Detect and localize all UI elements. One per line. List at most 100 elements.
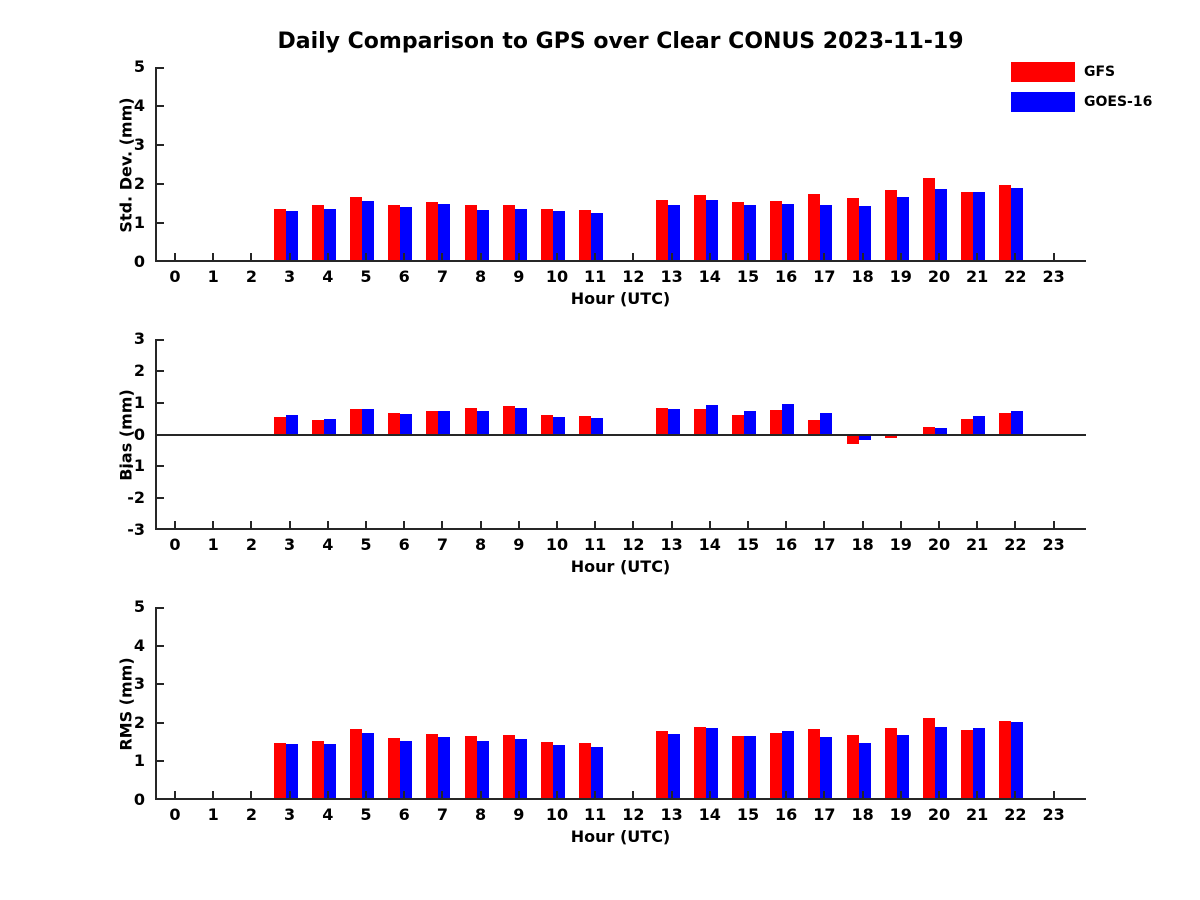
bar-gfs-hour-8 [464,408,477,435]
x-tick-label: 11 [584,535,607,554]
bar-gfs-hour-9 [502,205,515,262]
x-tick-label: 22 [1004,267,1027,286]
bar-goes-16-hour-11 [591,418,604,435]
x-tick-label: 8 [475,535,487,554]
bar-gfs-hour-13 [655,730,668,800]
zero-line [155,433,1086,436]
x-tick-label: 13 [660,805,683,824]
bar-gfs-hour-10 [541,208,553,262]
x-tick-label: 13 [660,535,683,554]
bar-gfs-hour-7 [426,734,439,800]
x-tick [212,791,215,798]
bar-gfs-hour-3 [273,209,286,262]
x-tick-label: 18 [851,535,874,554]
x-tick-label: 8 [475,267,487,286]
bar-goes-16-hour-20 [935,427,947,435]
bar-gfs-hour-16 [770,409,783,435]
bar-goes-16-hour-16 [782,731,795,800]
bar-goes-16-hour-4 [323,208,336,262]
y-tick [157,105,164,107]
x-tick-label: 12 [622,805,645,824]
x-tick [708,253,711,260]
bar-goes-16-hour-10 [553,210,565,262]
bar-gfs-hour-8 [464,205,477,262]
y-tick [157,644,164,647]
x-tick [785,253,788,260]
bar-gfs-hour-20 [923,717,935,800]
x-tick [670,521,673,528]
x-tick [670,253,673,260]
x-tick [670,791,673,798]
bar-gfs-hour-5 [350,196,362,262]
bar-gfs-hour-21 [961,191,974,262]
x-tick-label: 10 [545,805,569,824]
x-tick-label: 1 [207,267,219,286]
x-tick-label: 10 [545,535,569,554]
x-tick-label: 6 [398,267,410,286]
y-tick-label: 1 [133,751,145,771]
bar-goes-16-hour-15 [744,410,756,435]
x-tick [441,521,444,528]
x-tick [899,521,902,528]
x-tick [632,253,635,260]
stddev-x-axis-label: Hour (UTC) [570,289,671,308]
x-tick-label: 5 [360,805,372,824]
goes16-legend-label: GOES-16 [1084,94,1153,110]
bar-gfs-hour-16 [770,200,783,262]
y-tick-label: 0 [133,790,145,809]
x-tick-label: 2 [245,805,257,824]
x-tick-label: 4 [322,267,334,286]
bar-gfs-hour-21 [961,418,974,435]
x-tick-label: 17 [813,535,836,554]
x-tick-label: 14 [698,267,721,286]
x-tick-label: 4 [322,535,334,554]
x-tick-label: 16 [775,805,798,824]
bar-goes-16-hour-10 [553,417,565,435]
bar-gfs-hour-5 [350,409,362,435]
bar-goes-16-hour-18 [858,205,871,262]
y-tick [157,607,164,609]
x-tick [288,791,291,798]
x-tick [861,253,864,260]
bar-goes-16-hour-19 [896,196,909,262]
y-tick [157,369,164,372]
y-tick [157,222,164,224]
x-tick-label: 2 [245,535,257,554]
bar-goes-16-hour-5 [362,200,374,262]
x-tick-label: 15 [736,267,760,286]
bar-gfs-hour-6 [388,204,401,262]
x-tick [212,253,215,260]
bar-gfs-hour-17 [808,193,821,263]
y-tick-label: 0 [133,252,145,271]
x-tick-label: 11 [584,267,607,286]
x-tick-label: 20 [927,805,951,824]
x-tick-label: 6 [398,805,410,824]
x-tick [976,253,979,260]
bar-goes-16-hour-11 [591,213,604,263]
x-tick [288,253,291,260]
bar-goes-16-hour-13 [667,204,680,262]
bar-goes-16-hour-14 [705,199,718,262]
bar-goes-16-hour-4 [323,418,336,435]
y-tick [157,497,164,500]
goes16-color-swatch [1011,92,1075,112]
bar-gfs-hour-4 [311,741,324,800]
x-tick [517,791,520,798]
x-tick [479,791,482,798]
bar-gfs-hour-19 [884,190,897,262]
x-tick [594,253,597,260]
x-tick-label: 9 [513,805,525,824]
bar-goes-16-hour-19 [896,735,909,800]
bar-goes-16-hour-22 [1011,410,1024,435]
y-tick-label: -1 [127,456,145,476]
x-tick [938,521,940,528]
bar-goes-16-hour-7 [438,737,451,800]
x-axis-line [155,798,1086,800]
x-tick-label: 9 [513,267,525,286]
x-tick-label: 19 [889,535,912,554]
x-tick [747,791,749,798]
rms-y-axis-label: RMS (mm) [116,656,136,751]
bar-gfs-hour-22 [999,720,1012,800]
bar-gfs-hour-13 [655,407,668,435]
